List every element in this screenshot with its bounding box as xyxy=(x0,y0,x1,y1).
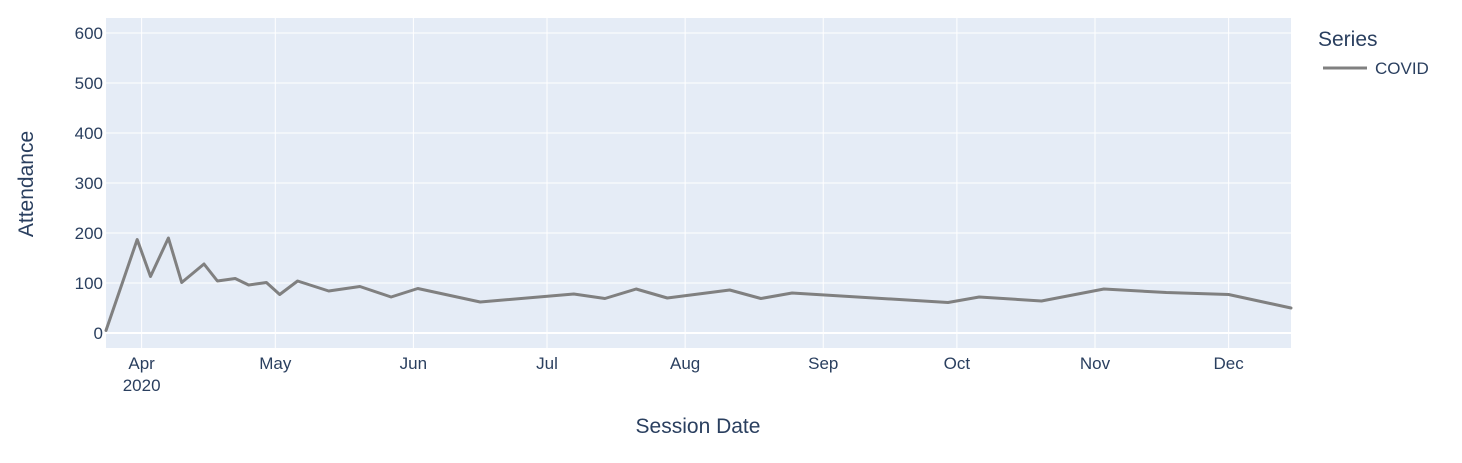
x-tick-label: Jul xyxy=(536,354,558,373)
x-tick-label: Apr xyxy=(128,354,155,373)
y-axis-ticks: 0 100 200 300 400 500 600 xyxy=(75,24,103,343)
x-tick-year-label: 2020 xyxy=(123,376,161,395)
x-tick-label: Dec xyxy=(1214,354,1245,373)
x-tick-label: Nov xyxy=(1080,354,1111,373)
y-tick-label: 300 xyxy=(75,174,103,193)
x-tick-label: Oct xyxy=(944,354,971,373)
legend-title: Series xyxy=(1318,28,1378,51)
x-axis-title: Session Date xyxy=(636,415,761,438)
y-tick-label: 200 xyxy=(75,224,103,243)
y-tick-label: 0 xyxy=(94,324,103,343)
x-axis-ticks: Apr 2020 May Jun Jul Aug Sep Oct Nov Dec xyxy=(123,354,1245,395)
y-tick-label: 500 xyxy=(75,74,103,93)
y-tick-label: 400 xyxy=(75,124,103,143)
x-tick-label: May xyxy=(259,354,292,373)
x-tick-label: Sep xyxy=(808,354,838,373)
grid-lines xyxy=(106,18,1291,348)
y-tick-label: 600 xyxy=(75,24,103,43)
y-tick-label: 100 xyxy=(75,274,103,293)
x-tick-label: Aug xyxy=(670,354,700,373)
legend-label-covid: COVID xyxy=(1375,59,1429,78)
series-lines xyxy=(104,236,1293,332)
y-axis-title: Attendance xyxy=(15,131,38,237)
series-line-covid xyxy=(104,236,1293,332)
legend: Series COVID xyxy=(1318,28,1429,78)
x-tick-label: Jun xyxy=(400,354,427,373)
